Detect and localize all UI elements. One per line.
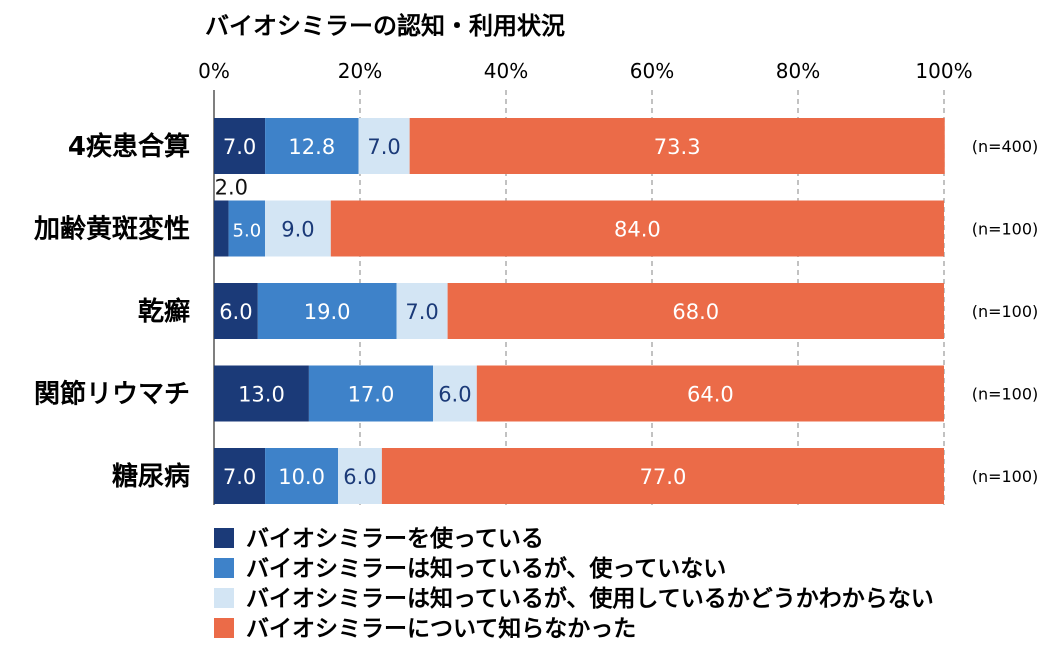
bar-segment [330,200,944,257]
legend-label: バイオシミラーは知っているが、使っていない [246,555,726,582]
bar-segment [228,200,266,257]
data-label: 7.0 [405,300,438,324]
data-label: 7.0 [367,135,400,159]
bar-segment [308,365,433,422]
data-label: 13.0 [238,383,285,407]
data-label: 10.0 [278,465,325,489]
category-label: 乾癬 [138,296,190,327]
bar-segment [214,283,258,339]
bar-segment [265,200,331,257]
data-label: 12.8 [288,135,335,159]
sample-size-label: (n=400) [972,137,1039,156]
bar-segment [265,448,339,504]
bar-segment [257,283,397,339]
data-label: 7.0 [223,135,256,159]
chart-title: バイオシミラーの認知・利用状況 [205,12,565,40]
legend-swatch [214,588,234,608]
bar-segment [338,448,382,504]
legend-label: バイオシミラーは知っているが、使用しているかどうかわからない [246,585,934,612]
legend-label: バイオシミラーを使っている [246,526,544,552]
x-tick-label: 40% [484,59,528,83]
sample-size-label: (n=100) [972,220,1039,239]
bar-segment [396,283,448,339]
bar-segment [433,365,477,422]
bar-segment [214,200,229,257]
data-label: 77.0 [640,465,687,489]
sample-size-label: (n=100) [972,385,1039,404]
x-tick-label: 80% [776,59,820,83]
bar-segment [214,448,266,504]
data-label: 73.3 [654,135,701,159]
data-label: 64.0 [687,383,734,407]
bar-segment [409,118,945,174]
data-label: 7.0 [223,465,256,489]
legend-swatch [214,558,234,578]
x-tick-label: 100% [915,59,972,83]
sample-size-label: (n=100) [972,302,1039,321]
legend-swatch [214,618,234,638]
data-label: 5.0 [233,221,262,242]
data-label: 68.0 [672,300,719,324]
bar-segment [214,118,266,174]
data-label: 6.0 [219,300,252,324]
x-tick-label: 0% [198,59,230,83]
bar-segment [381,448,944,504]
legend-label: バイオシミラーについて知らなかった [246,615,636,642]
bar-segment [447,283,944,339]
bar-segment [476,365,944,422]
bar-segment [358,118,410,174]
x-tick-label: 60% [630,59,674,83]
category-label: 糖尿病 [112,461,190,492]
x-tick-label: 20% [338,59,382,83]
category-label: 4疾患合算 [68,131,190,162]
data-label: 17.0 [348,383,395,407]
data-label: 6.0 [438,383,471,407]
data-label: 84.0 [614,218,661,242]
data-label: 9.0 [281,218,314,242]
data-label: 19.0 [304,300,351,324]
category-label: 加齢黄斑変性 [34,214,190,245]
category-label: 関節リウマチ [34,379,190,410]
data-label: 2.0 [215,176,248,200]
bar-segment [265,118,359,174]
bar-segment [214,365,309,422]
data-label: 6.0 [343,465,376,489]
sample-size-label: (n=100) [972,467,1039,486]
legend-swatch [214,528,234,548]
